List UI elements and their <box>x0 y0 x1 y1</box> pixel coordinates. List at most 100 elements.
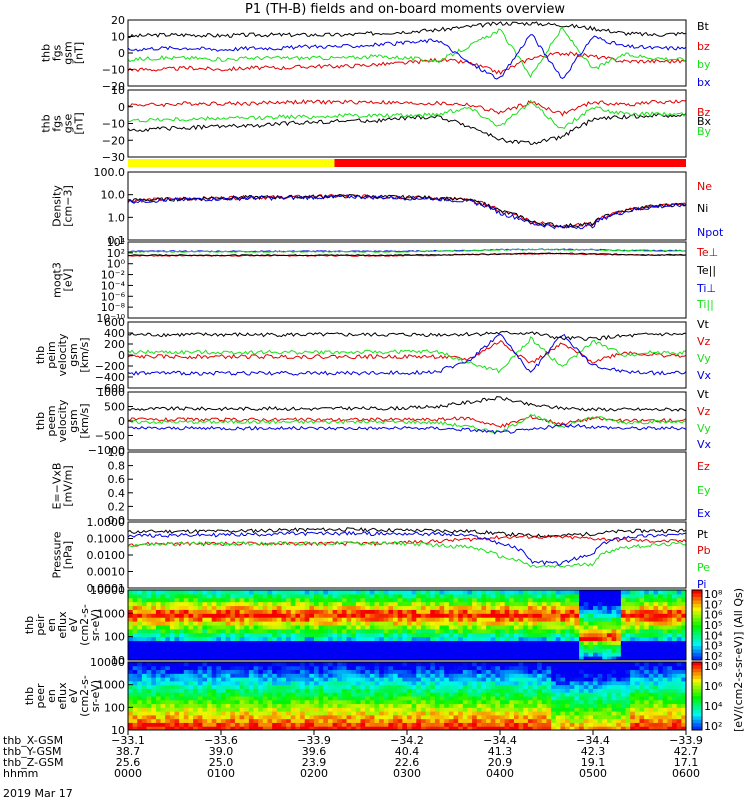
spectrogram-cell <box>555 677 561 682</box>
spectrogram-cell <box>523 625 529 630</box>
spectrogram-cell <box>634 662 640 667</box>
spectrogram-cell <box>653 609 659 614</box>
spectrogram-cell <box>397 699 403 705</box>
spectrogram-cell <box>453 632 459 638</box>
spectrogram-cell <box>211 722 217 727</box>
colorbar-tick: 10² <box>704 650 722 663</box>
spectrogram-cell <box>458 625 464 630</box>
spectrogram-cell <box>672 621 678 626</box>
spectrogram-cell <box>383 688 389 693</box>
spectrogram-cell <box>365 601 371 607</box>
spectrogram-cell <box>300 625 306 630</box>
spectrogram-cell <box>555 636 561 642</box>
spectrogram-cell <box>560 669 566 674</box>
spectrogram-cell <box>504 718 510 723</box>
spectrogram-cell <box>248 640 255 645</box>
spectrogram-cell <box>462 632 468 638</box>
spectrogram-cell <box>458 699 464 705</box>
spectrogram-cell <box>476 662 482 667</box>
spectrogram-cell <box>658 684 664 689</box>
spectrogram-cell <box>337 625 343 630</box>
spectrogram-cell <box>462 644 468 649</box>
spectrogram-cell <box>137 673 143 678</box>
x-row-label: hhmm <box>3 767 38 780</box>
spectrogram-cell <box>541 707 547 712</box>
spectrogram-cell <box>537 707 543 712</box>
spectrogram-cell <box>402 617 408 622</box>
colorbar-step <box>692 679 702 683</box>
spectrogram-cell <box>304 601 310 607</box>
spectrogram-cell <box>295 711 301 716</box>
spectrogram-cell <box>551 590 557 595</box>
spectrogram-cell <box>555 625 561 630</box>
spectrogram-cell <box>672 609 678 614</box>
spectrogram-cell <box>327 609 334 614</box>
spectrogram-cell <box>374 699 380 705</box>
spectrogram-cell <box>509 652 515 657</box>
spectrogram-cell <box>248 703 255 708</box>
spectrogram-cell <box>648 625 654 630</box>
spectrogram-cell <box>444 628 450 634</box>
spectrogram-cell <box>681 609 687 614</box>
spectrogram-cell <box>393 711 399 716</box>
spectrogram-cell <box>318 684 324 689</box>
spectrogram-cell <box>565 726 571 731</box>
spectrogram-cell <box>146 684 152 689</box>
spectrogram-cell <box>230 677 236 682</box>
spectrogram-cell <box>128 718 134 723</box>
spectrogram-cell <box>602 613 608 618</box>
spectrogram-cell <box>611 636 617 642</box>
spectrogram-cell <box>281 665 287 671</box>
spectrogram-cell <box>574 718 580 723</box>
spectrogram-cell <box>234 621 241 626</box>
y-tick-label: 0.0 <box>108 514 126 527</box>
spectrogram-cell <box>309 640 315 645</box>
spectrogram-cell <box>532 688 538 693</box>
spectrogram-cell <box>346 656 352 661</box>
spectrogram-cell <box>234 590 241 595</box>
spectrogram-cell <box>388 636 394 642</box>
spectrogram-cell <box>211 703 217 708</box>
spectrogram-cell <box>314 722 320 727</box>
spectrogram-cell <box>276 590 282 595</box>
y-tick-label: −500 <box>95 430 125 443</box>
spectrogram-cell <box>537 665 543 671</box>
spectrogram-cell <box>234 597 241 603</box>
spectrogram-cell <box>146 662 152 667</box>
spectrogram-cell <box>160 625 166 630</box>
spectrogram-cell <box>341 621 348 626</box>
y-tick-label: 1.0000 <box>87 516 126 529</box>
spectrogram-cell <box>216 640 222 645</box>
spectrogram-cell <box>551 669 557 674</box>
spectrogram-cell <box>532 662 538 667</box>
spectrogram-cell <box>490 644 496 649</box>
colorbar-step <box>692 642 702 647</box>
spectrogram-cell <box>355 593 361 599</box>
spectrogram-cell <box>444 726 450 731</box>
spectrogram-cell <box>583 692 589 697</box>
spectrogram-cell <box>197 714 203 720</box>
spectrogram-cell <box>295 662 301 667</box>
spectrogram-cell <box>490 707 496 712</box>
spectrogram-cell <box>588 632 594 638</box>
spectrogram-cell <box>509 621 515 626</box>
spectrogram-cell <box>402 628 408 634</box>
spectrogram-cell <box>486 609 492 614</box>
spectrogram-cell <box>341 680 348 686</box>
spectrogram-cell <box>625 593 631 599</box>
spectrogram-cell <box>267 601 273 607</box>
spectrogram-cell <box>495 665 501 671</box>
spectrogram-cell <box>374 711 380 716</box>
spectrogram-cell <box>527 613 534 618</box>
spectrogram-cell <box>155 726 162 731</box>
spectrogram-cell <box>355 609 361 614</box>
spectrogram-cell <box>574 669 580 674</box>
spectrogram-cell <box>151 640 157 645</box>
spectrogram-cell <box>653 597 659 603</box>
spectrogram-cell <box>202 669 208 674</box>
spectrogram-cell <box>602 665 608 671</box>
spectrogram-cell <box>309 714 315 720</box>
spectrogram-cell <box>318 617 324 622</box>
spectrogram-cell <box>221 703 227 708</box>
spectrogram-cell <box>667 696 673 701</box>
